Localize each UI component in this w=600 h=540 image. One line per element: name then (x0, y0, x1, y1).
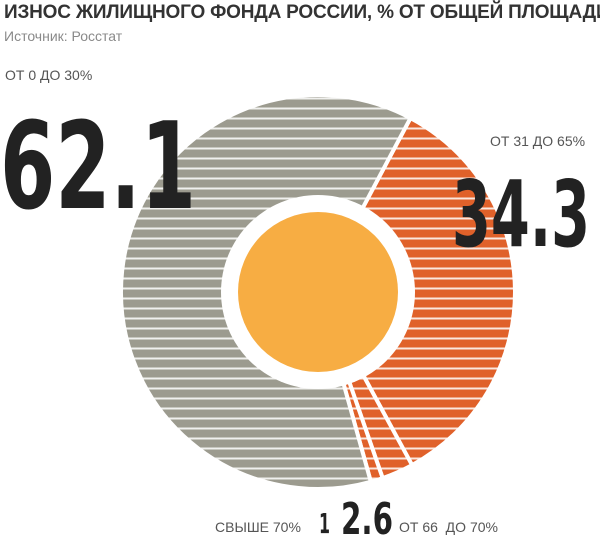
chart-title: ИЗНОС ЖИЛИЩНОГО ФОНДА РОССИИ, % ОТ ОБЩЕЙ… (4, 2, 600, 23)
category-label-66-70: ОТ 66 ДО 70% (399, 519, 498, 535)
slice-31-65-stripes (318, 118, 515, 466)
value-label-66-70: 2.6 (341, 494, 393, 540)
value-label-31-65: 34.3 (452, 161, 590, 268)
center-circle (238, 212, 398, 372)
value-label-0-30: 62.1 (0, 98, 196, 237)
category-label-31-65: ОТ 31 ДО 65% (490, 133, 585, 149)
chart-source: Источник: Росстат (4, 28, 123, 44)
category-label-0-30: ОТ 0 ДО 30% (5, 67, 92, 83)
value-label-over-70: 1 (319, 507, 330, 540)
category-label-over-70: СВЫШЕ 70% (215, 519, 301, 535)
